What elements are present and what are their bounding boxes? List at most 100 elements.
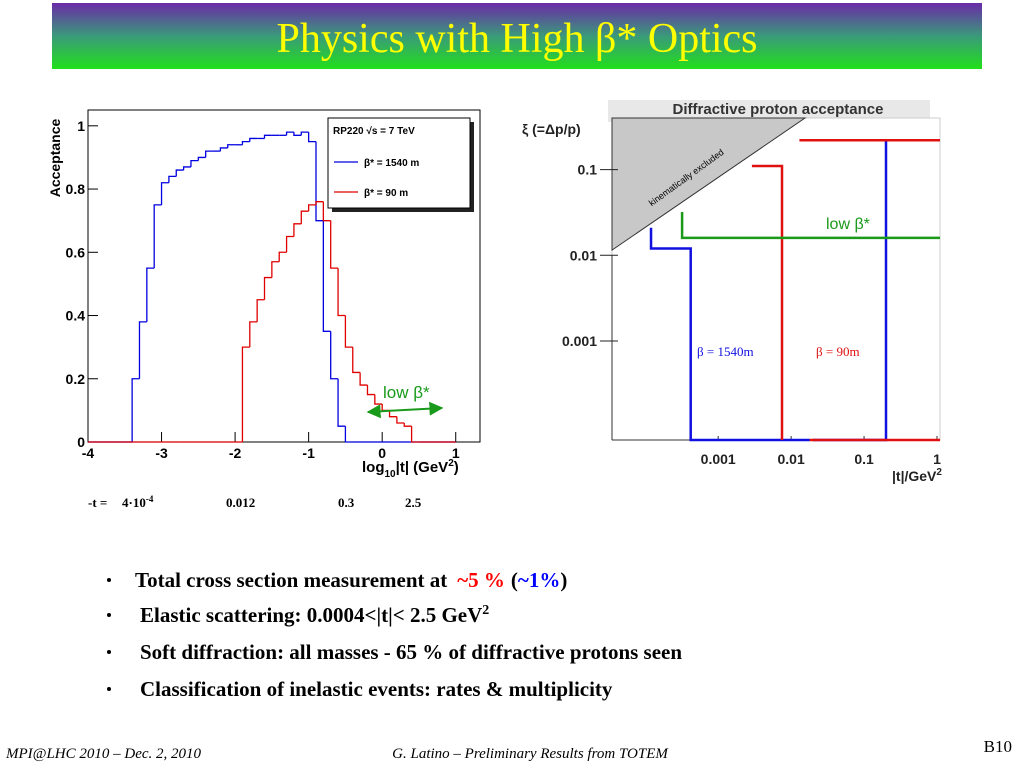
bullet-dot [107, 650, 111, 654]
histogram-bin [263, 276, 272, 300]
legend-label: β* = 1540 m [364, 158, 419, 169]
histogram-bin [168, 175, 177, 183]
histogram-bin [315, 201, 324, 205]
x-axis-label-part: 2 [936, 467, 942, 478]
t-label: -t = [88, 495, 107, 510]
bullet: Classification of inelastic events: rate… [140, 677, 613, 701]
title-bar [52, 3, 982, 69]
series-label: β = 90m [816, 344, 860, 359]
bullet-highlight: ~1% [518, 568, 560, 592]
histogram-bin [352, 347, 361, 374]
t-value: 4·10 [122, 495, 146, 510]
histogram-bin [131, 378, 140, 442]
diagram-backdrop [608, 100, 930, 122]
bullet-text: Total cross section measurement at [135, 568, 447, 592]
histogram-bin [344, 315, 353, 348]
histogram-bin [241, 346, 250, 442]
bullet-text: Elastic scattering: 0.0004<|t|< 2.5 GeV [140, 603, 482, 627]
histogram-bin [300, 131, 309, 136]
x-axis-label: log10|t| (GeV2) [362, 458, 459, 480]
histogram-bin [285, 131, 294, 136]
histogram-bin [366, 385, 375, 396]
x-axis-label-part: |t| (GeV [396, 459, 449, 476]
histogram-bin [300, 210, 309, 224]
histogram-bin [271, 261, 280, 278]
histogram-bin [337, 378, 346, 427]
legend-box [327, 117, 471, 209]
t-exp: -4 [146, 494, 154, 504]
histogram-bin [307, 132, 316, 143]
footer-center: G. Latino – Preliminary Results from TOT… [392, 746, 669, 762]
y-tick-label: 0.8 [66, 181, 86, 197]
histogram-bin [138, 321, 147, 379]
histogram-bin [315, 141, 324, 222]
histogram-bin [322, 201, 331, 222]
x-tick-label: -1 [302, 445, 315, 461]
y-tick-label: 0.4 [66, 308, 86, 324]
histogram-bin [241, 140, 250, 145]
histogram-bin [330, 220, 339, 269]
histogram-bin [307, 204, 316, 212]
x-tick-label: 0.001 [701, 451, 736, 467]
histogram-bin [146, 267, 155, 322]
histogram-bin [256, 299, 265, 322]
histogram-bin [263, 134, 272, 139]
x-tick-label: 1 [933, 451, 941, 467]
bullet: Soft diffraction: all masses - 65 % of d… [140, 640, 682, 664]
legend-label: β* = 90 m [364, 188, 408, 199]
histogram-bin [293, 132, 302, 136]
histogram-bin [197, 156, 206, 161]
x-axis-label-part: log [362, 459, 385, 476]
y-tick-label: 0.2 [66, 371, 86, 387]
histogram-bin [330, 331, 339, 380]
histogram-bin [410, 426, 419, 443]
x-tick-label: -4 [82, 445, 95, 461]
histogram-bin [249, 137, 258, 142]
histogram-bin [175, 169, 184, 177]
excluded-region [611, 117, 807, 252]
x-tick-label: -3 [155, 445, 168, 461]
bullet-text: Soft diffraction: all masses - 65 % of d… [140, 640, 682, 664]
histogram-bin [219, 147, 228, 152]
histogram-bin [205, 150, 214, 158]
histogram-bin [396, 416, 405, 424]
series-label: β = 1540m [697, 344, 754, 359]
series-label: low β* [826, 216, 870, 233]
footer-left: MPI@LHC 2010 – Dec. 2, 2010 [5, 746, 202, 762]
histogram-bin [153, 204, 162, 269]
legend-title: RP220 √s = 7 TeV [333, 126, 415, 137]
annotation-arrow [366, 401, 444, 419]
t-values: -t = 4·10-4 0.012 0.3 2.5 [88, 490, 422, 510]
x-tick-label: 0.1 [854, 451, 874, 467]
histogram-bin [249, 321, 258, 348]
histogram-bin [403, 423, 412, 427]
y-tick-label: 0.01 [570, 247, 597, 263]
histogram-bin [359, 372, 368, 386]
x-axis-label-part: 2 [448, 458, 454, 469]
bullet-text: Classification of inelastic events: rate… [140, 677, 613, 701]
bullet-text: ( [511, 568, 518, 592]
histogram-bin [293, 223, 302, 237]
bullet-list: Total cross section measurement at ~5 % (~… [107, 568, 682, 701]
histogram-bin [227, 144, 236, 148]
x-tick-label: -2 [229, 445, 242, 461]
histogram-bin [190, 159, 199, 167]
t-value: 2.5 [405, 495, 422, 510]
t-value: 0.3 [338, 495, 355, 510]
x-tick-label: 0 [378, 445, 386, 461]
histogram-bin [160, 182, 169, 205]
bullet-highlight: ~5 % [457, 568, 505, 592]
y-tick-label: 1 [77, 118, 85, 134]
y-axis-label: ξ (=Δp/p) [522, 121, 581, 137]
diagram-title: Diffractive proton acceptance [673, 101, 884, 118]
acceptance-histogram: -4 -3 -2 -1 0 100.20.40.60.81 RP220 √s = 7 TeV… [47, 109, 481, 480]
bullet-dot [107, 578, 111, 582]
bullet-dot [107, 687, 111, 691]
bullet-dot [107, 613, 111, 617]
histogram-bin [182, 166, 191, 171]
acceptance-diagram: Diffractive proton acceptancekinematical… [522, 100, 942, 484]
x-axis-label-part: |t|/GeV [892, 468, 937, 484]
histogram-bin [285, 235, 294, 253]
y-axis-label: Acceptance [47, 118, 63, 197]
